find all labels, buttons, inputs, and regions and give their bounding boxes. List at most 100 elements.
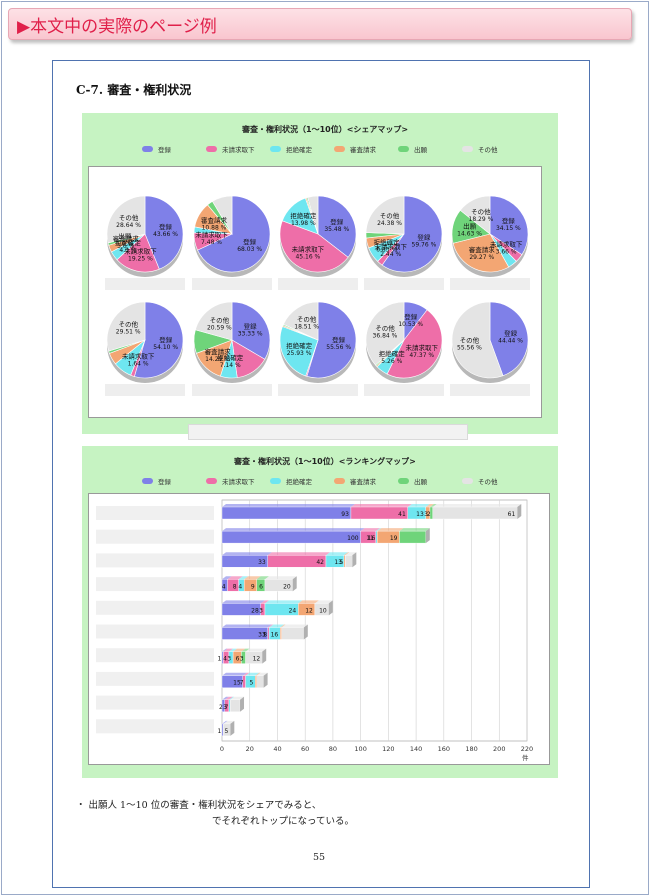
pie-label-value: 4.0 % xyxy=(119,247,136,254)
bar-end-cap xyxy=(328,600,333,616)
bar-segment-登録 xyxy=(221,530,361,544)
bar-end-cap xyxy=(230,720,235,736)
ranking-map-title: 審査・権利状況（1～10位）<ランキングマップ> xyxy=(234,457,416,466)
x-tick-label: 200 xyxy=(493,745,505,753)
bar-top-face xyxy=(264,600,303,604)
y-label-placeholder xyxy=(96,577,214,592)
bar-value-label: 2 xyxy=(219,704,223,711)
bar-value-label: 93 xyxy=(341,511,349,518)
bar-row-8: 157 5 xyxy=(221,672,268,688)
pie-caption-strip xyxy=(105,384,185,396)
bar-segment-その他 xyxy=(230,699,241,712)
bar-segment-審査請求 xyxy=(343,555,346,568)
legend-swatch xyxy=(142,146,153,152)
legend-item-1-4: 出願 xyxy=(398,144,462,154)
legend-swatch xyxy=(334,478,345,484)
x-tick-label: 220 xyxy=(521,745,533,753)
pie-label-value: 13.98 % xyxy=(291,220,316,227)
blurred-caption-bar xyxy=(188,424,468,440)
pie-slice-登録 xyxy=(489,301,529,377)
legend-label: 出願 xyxy=(414,478,427,486)
pie-label-name: その他 xyxy=(297,314,317,323)
pie-label-name: 未請求取下 xyxy=(405,343,438,352)
pie-label-value: 68.03 % xyxy=(237,246,262,253)
bar-top-face xyxy=(264,576,297,580)
y-label-placeholder xyxy=(96,553,214,568)
bar-top-face xyxy=(222,576,232,580)
note-line-1: ・ 出願人 1～10 位の審査・権利状況をシェアでみると、 xyxy=(76,800,322,811)
bar-top-face xyxy=(298,600,319,604)
bar-value-label: 4 xyxy=(223,656,227,663)
bar-top-face xyxy=(222,648,228,652)
pie-slice-登録 xyxy=(317,195,357,258)
bar-value-label: 7 xyxy=(224,704,228,711)
legend-item-1-5: その他 xyxy=(462,144,526,154)
bar-top-face xyxy=(222,696,229,700)
legend-item-1-3: 審査請求 xyxy=(334,144,398,154)
bar-top-face xyxy=(399,528,430,532)
pie-label-name: その他 xyxy=(118,320,138,329)
bar-top-face xyxy=(325,552,348,556)
bar-top-face xyxy=(222,552,272,556)
legend-swatch xyxy=(142,478,153,484)
pie-label-name: 未請求取下 xyxy=(122,352,155,361)
pie-caption-strip xyxy=(364,384,444,396)
pie-slice-その他 xyxy=(365,195,405,235)
pie-slice-審査請求 xyxy=(452,233,510,273)
bar-value-label: 33 xyxy=(258,559,266,566)
pie-label-value: 7.48 % xyxy=(201,239,222,246)
bar-row-6: 338 16 xyxy=(221,624,308,640)
legend-label: 登録 xyxy=(158,146,171,154)
y-label-placeholder xyxy=(96,506,214,520)
pie-caption-strip xyxy=(192,384,272,396)
bar-row-3: 33 42 135 xyxy=(221,552,357,568)
bar-segment-その他 xyxy=(432,506,518,520)
bar-top-face xyxy=(375,528,382,532)
pie-label-value: 24.38 % xyxy=(377,220,402,227)
bar-value-label: 5 xyxy=(249,680,253,687)
pie-label-name: 登録 xyxy=(159,335,173,344)
pie-slice-登録 xyxy=(381,195,443,273)
bar-segment-登録 xyxy=(221,506,352,520)
legend-item-1-2: 拒絶確定 xyxy=(270,144,334,154)
x-tick-label: 140 xyxy=(410,745,422,753)
bar-value-label: 10 xyxy=(319,607,327,614)
pie-label-name: 未請求取下 xyxy=(374,242,407,251)
pie-slice-登録 xyxy=(306,301,357,379)
bar-value-label: 19 xyxy=(390,535,398,542)
bar-row-1: 93 41 13 32 61 xyxy=(221,504,522,520)
pie-label-name: 審査請求 xyxy=(113,234,140,243)
bar-value-label: 16 xyxy=(271,632,279,639)
x-tick-label: 40 xyxy=(273,745,281,753)
pie-slice-その他 xyxy=(282,301,319,341)
pie-label-value: 10.88 % xyxy=(202,224,227,231)
bar-top-face xyxy=(256,672,268,676)
pie-label-value: 44.44 % xyxy=(498,337,523,344)
bar-value-label: 12 xyxy=(253,656,261,663)
bar-top-face xyxy=(407,504,430,507)
pie-label-value: 59.76 % xyxy=(412,241,437,248)
bar-value-label: 4 xyxy=(238,583,242,590)
bar-segment-その他 xyxy=(264,579,293,592)
bar-top-face xyxy=(432,504,522,507)
bar-segment-拒絶確定 xyxy=(375,530,378,544)
y-label-placeholder xyxy=(96,648,214,663)
page-number: 55 xyxy=(313,852,326,863)
bar-top-face xyxy=(267,624,274,628)
section-title: C-7. 審査・権利状況 xyxy=(76,83,192,97)
pie-label-value: 1.64 % xyxy=(128,361,149,368)
bar-top-face xyxy=(281,624,308,628)
bar-value-label: 16 xyxy=(368,535,376,542)
bar-segment-その他 xyxy=(345,555,353,568)
bar-segment-その他 xyxy=(245,651,263,664)
legend-item-2-0: 登録 xyxy=(142,476,206,486)
pie-label-name: その他 xyxy=(210,315,230,324)
bar-top-face xyxy=(245,672,260,676)
bar-top-face xyxy=(242,672,250,676)
pie-slice-未請求取下 xyxy=(116,233,160,273)
